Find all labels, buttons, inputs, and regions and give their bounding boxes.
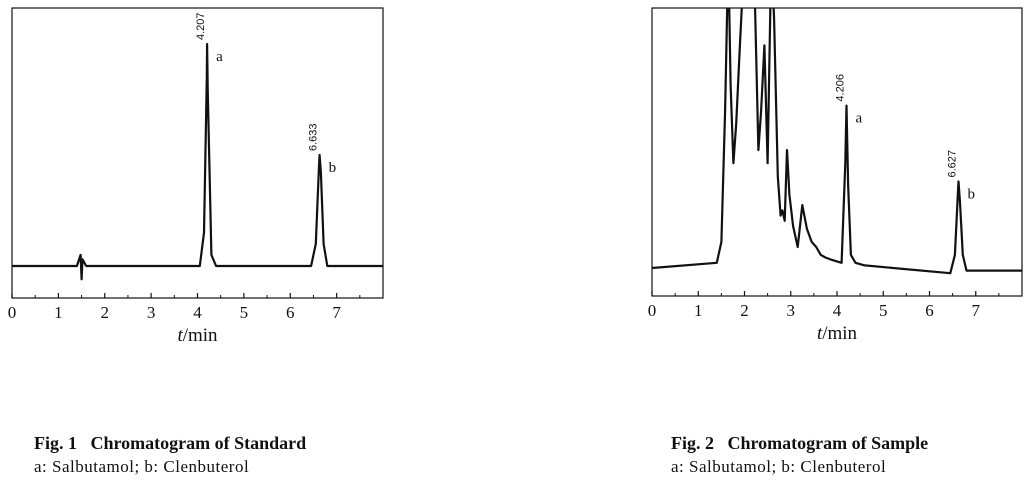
chromatogram-trace [12, 42, 383, 281]
chromatogram-standard: 0 1 2 3 4 5 6 7 t/min 4.207 a 6.633 b [0, 0, 400, 360]
x-tick-label: 6 [286, 303, 295, 322]
x-tick-label: 7 [972, 301, 981, 320]
chart-standard-svg: 0 1 2 3 4 5 6 7 t/min 4.207 a 6.633 b [8, 7, 384, 346]
chromatogram-sample: 0 1 2 3 4 5 6 7 t/min 4.206 a 6.627 b [640, 0, 1035, 360]
peak-retention-time: 4.207 [195, 12, 207, 40]
x-tick-label: 7 [332, 303, 341, 322]
peak-retention-time: 6.627 [946, 150, 958, 178]
x-tick-label: 2 [101, 303, 110, 322]
x-axis-title: t/min [817, 323, 858, 344]
x-tick-label: 6 [925, 301, 934, 320]
x-tick-label: 5 [240, 303, 249, 322]
x-axis-title: t/min [177, 325, 218, 346]
peak-label: b [329, 160, 337, 176]
peak-retention-time: 6.633 [308, 123, 320, 151]
chart-sample-svg: 0 1 2 3 4 5 6 7 t/min 4.206 a 6.627 b [648, 7, 1023, 344]
chromatogram-trace [652, 8, 1022, 275]
peak-label: b [967, 187, 975, 203]
caption-title: Fig. 1 Chromatogram of Standard [34, 433, 307, 453]
figure-caption-1: Fig. 1 Chromatogram of Standard a: Salbu… [34, 433, 306, 477]
x-tick-label: 2 [740, 301, 749, 320]
caption-title: Fig. 2 Chromatogram of Sample [671, 433, 929, 453]
x-tick-label: 0 [648, 301, 657, 320]
x-tick-label: 0 [8, 303, 17, 322]
x-tick-label: 3 [787, 301, 796, 320]
figure-caption-2: Fig. 2 Chromatogram of Sample a: Salbuta… [671, 433, 928, 477]
caption-legend: a: Salbutamol; b: Clenbuterol [34, 457, 250, 476]
peak-label: a [856, 111, 863, 127]
peak-retention-time: 4.206 [835, 74, 847, 102]
x-tick-label: 4 [193, 303, 202, 322]
x-tick-label: 1 [694, 301, 703, 320]
x-tick-label: 1 [54, 303, 63, 322]
x-tick-label: 5 [879, 301, 888, 320]
x-tick-label: 3 [147, 303, 156, 322]
x-tick-label: 4 [833, 301, 842, 320]
plot-frame [651, 7, 1023, 297]
caption-legend: a: Salbutamol; b: Clenbuterol [671, 457, 887, 476]
plot-frame [11, 7, 384, 299]
peak-label: a [216, 49, 223, 65]
